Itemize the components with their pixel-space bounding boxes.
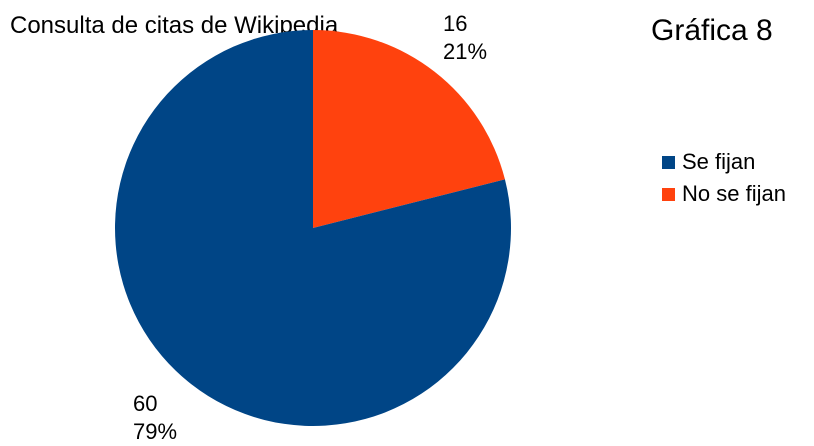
slice-label-no-se-fijan: 16 21% (443, 10, 487, 66)
legend-label-no-se-fijan: No se fijan (682, 181, 786, 206)
slice-value-se-fijan: 60 (133, 391, 158, 416)
pie-slice-se-fijan (114, 30, 511, 426)
legend-swatch-se-fijan (662, 155, 675, 169)
slice-value-no-se-fijan: 16 (443, 11, 468, 36)
figure-label: Gráfica 8 (651, 14, 773, 47)
slice-label-se-fijan: 60 79% (133, 390, 177, 446)
slice-percent-no-se-fijan: 21% (443, 39, 488, 64)
legend-swatch-no-se-fijan (662, 187, 675, 201)
legend-item-se-fijan: Se fijan (662, 146, 786, 178)
slice-percent-se-fijan: 79% (133, 419, 178, 444)
pie-slice-no-se-fijan (313, 30, 505, 228)
legend: Se fijan No se fijan (662, 146, 786, 210)
legend-item-no-se-fijan: No se fijan (662, 178, 786, 210)
legend-label-se-fijan: Se fijan (682, 149, 756, 174)
